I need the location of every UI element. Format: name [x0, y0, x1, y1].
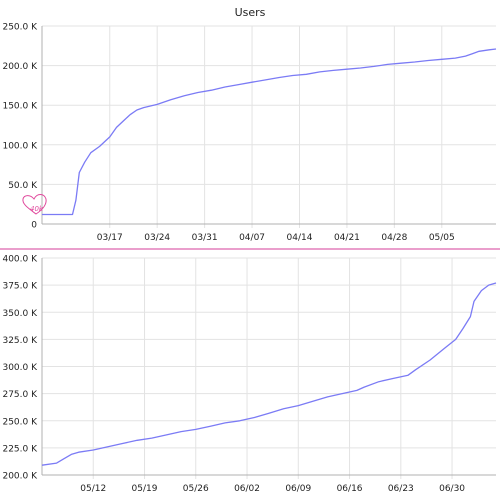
y-tick-label: 200.0 K: [2, 472, 38, 482]
x-tick-label: 04/28: [381, 233, 407, 243]
y-tick-label: 300.0 K: [2, 363, 38, 373]
y-tick-label: 250.0 K: [2, 23, 38, 33]
annotation-label: 40k: [30, 205, 44, 213]
x-tick-label: 06/09: [285, 484, 311, 494]
y-tick-label: 225.0 K: [2, 444, 38, 454]
x-tick-label: 05/19: [132, 484, 158, 494]
x-tick-label: 06/30: [439, 484, 465, 494]
heart-icon: [22, 194, 47, 215]
x-tick-label: 03/31: [192, 233, 218, 243]
y-tick-label: 325.0 K: [2, 336, 38, 346]
users-chart-bottom: 200.0 K 225.0 K 250.0 K 275.0 K 300.0 K 325.0…: [2, 255, 497, 494]
x-tick-label: 04/07: [239, 233, 265, 243]
y-tick-label: 400.0 K: [2, 255, 38, 265]
x-tick-label: 03/17: [97, 233, 123, 243]
y-tick-label: 250.0 K: [2, 417, 38, 427]
y-tick-label: 275.0 K: [2, 390, 38, 400]
y-tick-label: 150.0 K: [2, 102, 38, 112]
users-series-line: [41, 282, 497, 466]
y-tick-label: 0: [31, 221, 37, 231]
y-tick-label: 375.0 K: [2, 282, 38, 292]
users-chart-top: 0 50.0 K 100.0 K 150.0 K 200.0 K 250.0 K 03/17…: [2, 23, 497, 243]
y-tick-label: 350.0 K: [2, 309, 38, 319]
users-series-line: [42, 48, 497, 216]
x-tick-label: 06/23: [388, 484, 414, 494]
x-tick-label: 06/16: [337, 484, 363, 494]
x-tick-label: 05/26: [183, 484, 209, 494]
y-tick-label: 200.0 K: [2, 62, 38, 72]
heart-annotation: 40k: [22, 194, 47, 215]
x-tick-label: 03/24: [144, 233, 170, 243]
x-tick-label: 04/14: [287, 233, 313, 243]
x-tick-label: 06/02: [234, 484, 260, 494]
chart-title: Users: [235, 6, 266, 19]
x-tick-label: 05/05: [429, 233, 455, 243]
x-tick-label: 04/21: [334, 233, 360, 243]
y-tick-label: 50.0 K: [8, 181, 38, 191]
y-tick-label: 100.0 K: [2, 141, 38, 151]
x-tick-label: 05/12: [80, 484, 106, 494]
